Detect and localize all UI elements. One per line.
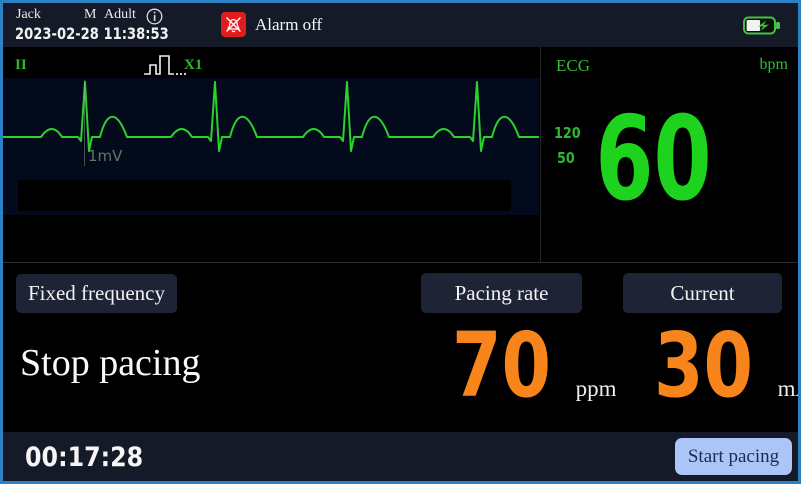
ecg-trace-path [3,81,539,152]
pacing-rate-value: 70 [452,313,552,417]
pacing-status-text: Stop pacing [20,342,201,384]
elapsed-timer: 00:17:28 [25,442,144,473]
pacing-rate-value-group: 70 ppm [452,321,617,410]
info-icon[interactable] [146,8,163,25]
ecg-panel-title: ECG [556,56,590,75]
alarm-limit-high: 120 [554,124,581,142]
pacing-rate-button[interactable]: Pacing rate [421,273,582,313]
pacing-current-value-group: 30 mA [654,313,798,417]
pacing-current-value: 30 [654,313,754,417]
pacing-pulse-icon [143,52,189,84]
section-divider [3,262,798,263]
pacing-mode-button[interactable]: Fixed frequency [16,274,177,313]
heart-rate-value: 60 [595,92,712,227]
pacing-current-unit: mA [777,376,798,401]
start-pacing-button[interactable]: Start pacing [675,438,792,475]
alarm-label: Alarm off [255,14,323,34]
pacing-current-label: Current [670,280,735,305]
bottom-bar: 00:17:28 Start pacing [3,432,798,481]
patient-name: Jack [16,7,41,22]
patient-type: Adult [104,7,136,22]
ecg-lead-label: II [15,57,27,73]
ecg-waveform [3,81,539,152]
pacing-current-button[interactable]: Current [623,273,782,313]
alarm-status[interactable]: Alarm off [221,12,322,37]
patient-sex: M [84,7,97,22]
pacing-mode-label: Fixed frequency [27,281,166,305]
alarm-limit-low: 50 [557,149,575,167]
battery-charging-icon [743,16,781,41]
top-status-bar: Jack M Adult 2023-02-28 11:38:53 Alarm o… [3,3,798,47]
second-trace-area [18,180,511,211]
datetime-display: 2023-02-28 11:38:53 [15,24,169,43]
ecg-unit-label: bpm [759,56,788,73]
ecg-waveform-panel: 1mV [3,78,539,215]
start-pacing-label: Start pacing [687,445,780,467]
pacing-rate-unit: ppm [575,376,617,401]
ecg-value-panel[interactable]: ECG bpm 120 50 60 [540,47,798,263]
ecg-gain-label: X1 [184,57,203,73]
calibration-label: 1mV [88,147,123,165]
alarm-off-icon [221,12,246,37]
pacing-rate-label: Pacing rate [454,280,549,305]
calibration-marker [84,80,85,166]
